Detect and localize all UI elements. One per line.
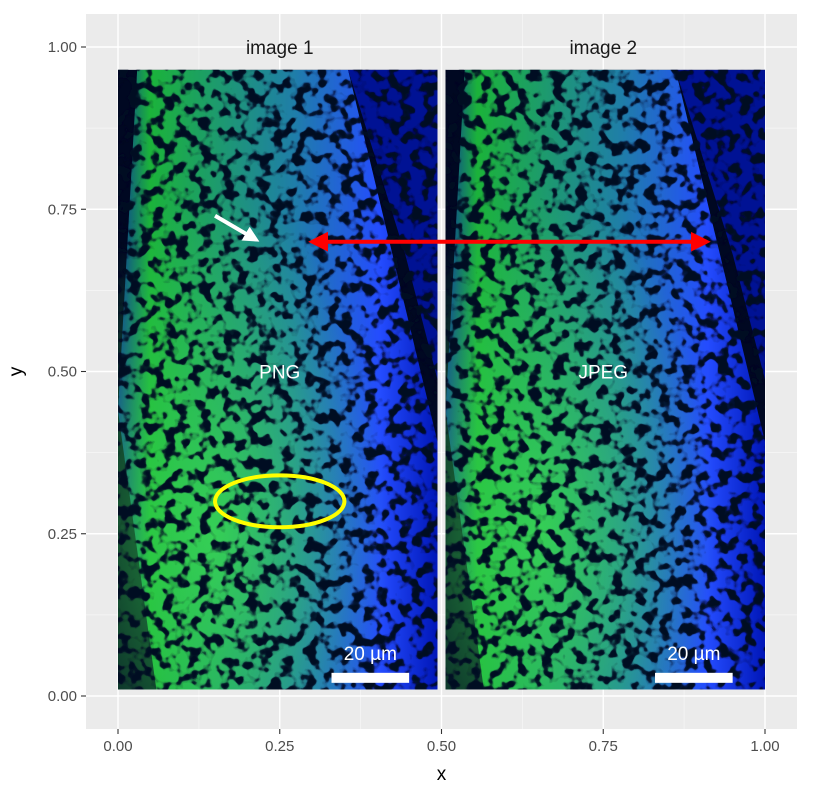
- y-tick-label: 0.25: [48, 526, 77, 543]
- x-axis: 0.00 0.25 0.50 0.75 1.00: [103, 729, 780, 755]
- x-axis-title: x: [437, 764, 447, 785]
- x-tick-label: 0.00: [103, 738, 132, 755]
- y-axis: 0.00 0.25 0.50 0.75 1.00: [48, 39, 86, 705]
- white-arrow: [214, 214, 260, 242]
- yellow-ellipse: [213, 473, 347, 530]
- scale-bar: [655, 672, 733, 683]
- x-tick-label: 0.50: [427, 738, 456, 755]
- panel-label: JPEG: [578, 363, 628, 384]
- scale-bar: [331, 672, 410, 683]
- y-axis-title: y: [6, 366, 27, 376]
- x-tick-label: 0.75: [589, 738, 618, 755]
- y-tick-label: 0.75: [48, 201, 77, 218]
- image-panel-right: [445, 69, 765, 690]
- facet-strip-label: image 2: [569, 38, 637, 59]
- image-panel-left: [118, 69, 438, 690]
- cell-texture: [118, 69, 438, 690]
- panel-label: PNG: [259, 363, 300, 384]
- facet-strip-label: image 1: [246, 38, 314, 59]
- cell-texture: [445, 69, 765, 690]
- x-tick-label: 0.25: [265, 738, 294, 755]
- y-tick-label: 0.50: [48, 364, 77, 381]
- scale-bar-label: 20 µm: [344, 644, 397, 665]
- x-tick-label: 1.00: [750, 738, 779, 755]
- y-tick-label: 1.00: [48, 39, 77, 56]
- y-tick-label: 0.00: [48, 688, 77, 705]
- annotations: [213, 214, 711, 530]
- image-panels: PNG image 1 20 µm JPEG image 2 20 µm: [118, 38, 765, 690]
- scale-bar-label: 20 µm: [667, 644, 720, 665]
